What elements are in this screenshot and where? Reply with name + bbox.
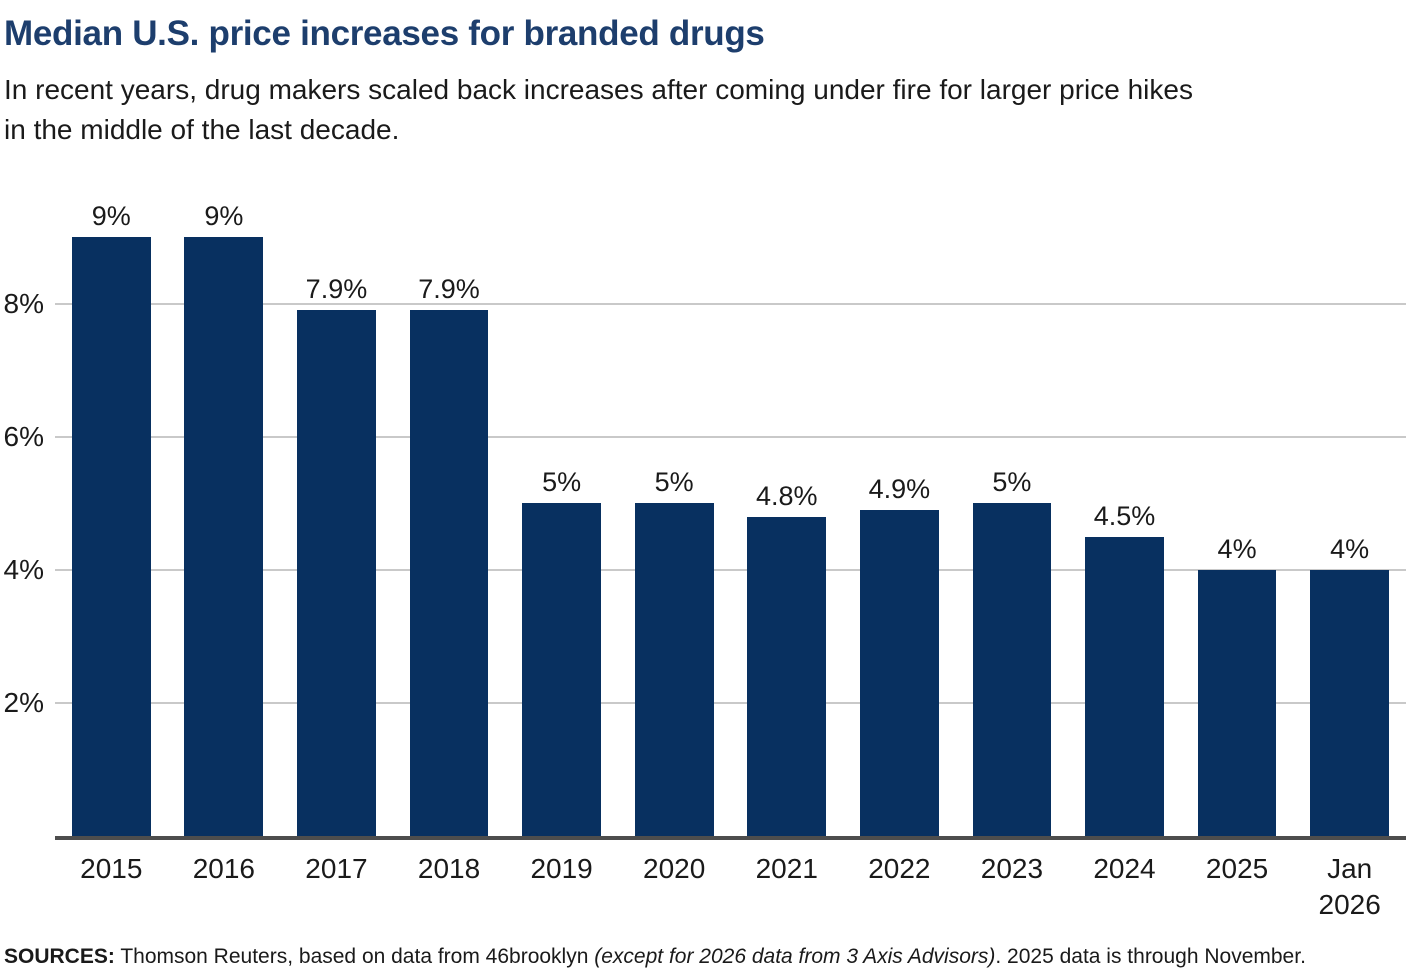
x-axis-label-2019: 2019	[530, 853, 593, 884]
subtitle-line-1: In recent years, drug makers scaled back…	[4, 74, 1193, 105]
bar-2019	[522, 503, 601, 836]
bar-jan-2026	[1310, 569, 1390, 836]
bar-2025	[1197, 569, 1277, 836]
gridline	[55, 701, 1406, 704]
bar-2023	[972, 503, 1052, 836]
bar-slot-jan-2026: 4%	[1293, 184, 1406, 836]
x-axis-label-2020: 2020	[643, 853, 706, 884]
bar-2015	[71, 237, 151, 836]
y-axis-label: 2%	[3, 686, 44, 718]
y-axis-label: 8%	[3, 287, 44, 319]
x-axis-label-2023: 2023	[980, 853, 1044, 884]
bar-value-label-2015: 9%	[91, 201, 131, 232]
chart-title: Median U.S. price increases for branded …	[4, 14, 765, 53]
bar-slot-2022: 4.9%	[843, 184, 956, 836]
bar-value-label-jan-2026: 4%	[1330, 533, 1370, 564]
bar-slot-2016: 9%	[168, 184, 281, 836]
y-axis-label: 4%	[3, 553, 44, 585]
x-axis-label-2016: 2016	[192, 853, 256, 884]
bar-2016	[184, 237, 264, 836]
gridline	[55, 302, 1406, 305]
bar-slot-2021: 4.8%	[730, 184, 843, 836]
source-text-2: . 2025 data is through November.	[995, 945, 1306, 968]
plot-area: 9% 9% 7.9% 7.9% 5% 5% 4.8% 4.9% 5% 4.5% 4% 4% 2% 4% 6…	[4, 184, 1406, 840]
bar-slot-2019: 5%	[505, 184, 618, 836]
x-axis-labels: 2015 2016 2017 2018 2019 2020 2021 2022 2023 2024…	[55, 851, 1406, 923]
bar-slot-2015: 9%	[55, 184, 168, 836]
x-axis-label-2017: 2017	[305, 853, 368, 884]
bar-value-label-2017: 7.9%	[305, 274, 368, 305]
chart-subtitle: In recent years, drug makers scaled back…	[4, 70, 1406, 150]
bar-slot-2018: 7.9%	[393, 184, 506, 836]
bar-2020	[634, 503, 714, 836]
source-label: SOURCES:	[4, 945, 115, 968]
bar-slot-2020: 5%	[618, 184, 731, 836]
x-axis-label-jan-2026: Jan 2026	[1318, 853, 1381, 920]
y-axis-label: 6%	[3, 420, 44, 452]
x-axis-label-2015: 2015	[80, 853, 143, 884]
bar-value-label-2016: 9%	[204, 201, 244, 232]
bars-container: 9% 9% 7.9% 7.9% 5% 5% 4.8% 4.9% 5% 4.5% 4% 4%	[55, 184, 1406, 836]
gridline	[55, 568, 1406, 571]
x-axis-label-2018: 2018	[417, 853, 481, 884]
source-note: SOURCES: Thomson Reuters, based on data …	[4, 945, 1406, 969]
bar-2018	[409, 310, 489, 836]
bar-value-label-2019: 5%	[542, 467, 582, 498]
bar-value-label-2023: 5%	[992, 467, 1032, 498]
x-axis-label-2021: 2021	[755, 853, 818, 884]
bar-value-label-2020: 5%	[654, 467, 694, 498]
bar-chart: 9% 9% 7.9% 7.9% 5% 5% 4.8% 4.9% 5% 4.5% 4% 4% 2% 4% 6…	[4, 184, 1406, 923]
bar-slot-2024: 4.5%	[1068, 184, 1181, 836]
bar-value-label-2022: 4.9%	[868, 474, 931, 504]
bar-value-label-2025: 4%	[1217, 533, 1257, 564]
bar-slot-2017: 7.9%	[280, 184, 393, 836]
x-axis-label-2022: 2022	[868, 853, 931, 884]
gridline	[55, 435, 1406, 438]
bar-slot-2023: 5%	[956, 184, 1069, 836]
bar-value-label-2021: 4.8%	[755, 480, 818, 511]
bar-2024	[1085, 536, 1164, 836]
bar-value-label-2018: 7.9%	[418, 274, 480, 305]
bar-value-label-2024: 4.5%	[1093, 500, 1156, 531]
bar-2021	[747, 516, 827, 836]
x-axis-label-2024: 2024	[1093, 853, 1156, 884]
source-text-1: Thomson Reuters, based on data from 46br…	[114, 945, 595, 968]
bar-slot-2025: 4%	[1181, 184, 1294, 836]
subtitle-line-2: in the middle of the last decade.	[4, 114, 400, 145]
bar-2022	[859, 510, 939, 836]
x-axis-label-2025: 2025	[1205, 853, 1269, 884]
bar-2017	[297, 310, 376, 836]
source-text-italic: (except for 2026 data from 3 Axis Adviso…	[594, 945, 996, 968]
